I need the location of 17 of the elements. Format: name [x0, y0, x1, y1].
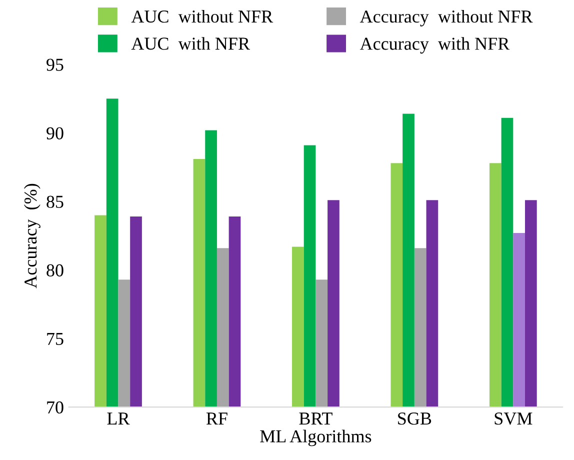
y-tick-label: 75: [47, 333, 64, 345]
x-tick-label: SGB: [398, 412, 432, 425]
y-tick-label: 95: [46, 58, 64, 71]
legend-label: AUC without NFR: [131, 10, 274, 23]
y-tick-label: 85: [46, 196, 64, 208]
x-tick-label: SVM: [494, 412, 532, 425]
legend-label: Accuracy without NFR: [360, 10, 533, 26]
x-tick-label: RF: [206, 412, 228, 424]
x-tick-label: BRT: [299, 412, 332, 425]
y-tick-label: 90: [46, 127, 64, 140]
y-tick-label: 70: [47, 401, 64, 414]
x-tick-label: LR: [107, 412, 130, 424]
legend-label: AUC with NFR: [131, 37, 250, 50]
x-axis-title: ML Algorithms: [260, 430, 372, 446]
legend-label: Accuracy with NFR: [360, 37, 510, 54]
y-tick-label: 80: [46, 264, 64, 276]
y-axis-title: Accuracy (%): [24, 184, 40, 288]
